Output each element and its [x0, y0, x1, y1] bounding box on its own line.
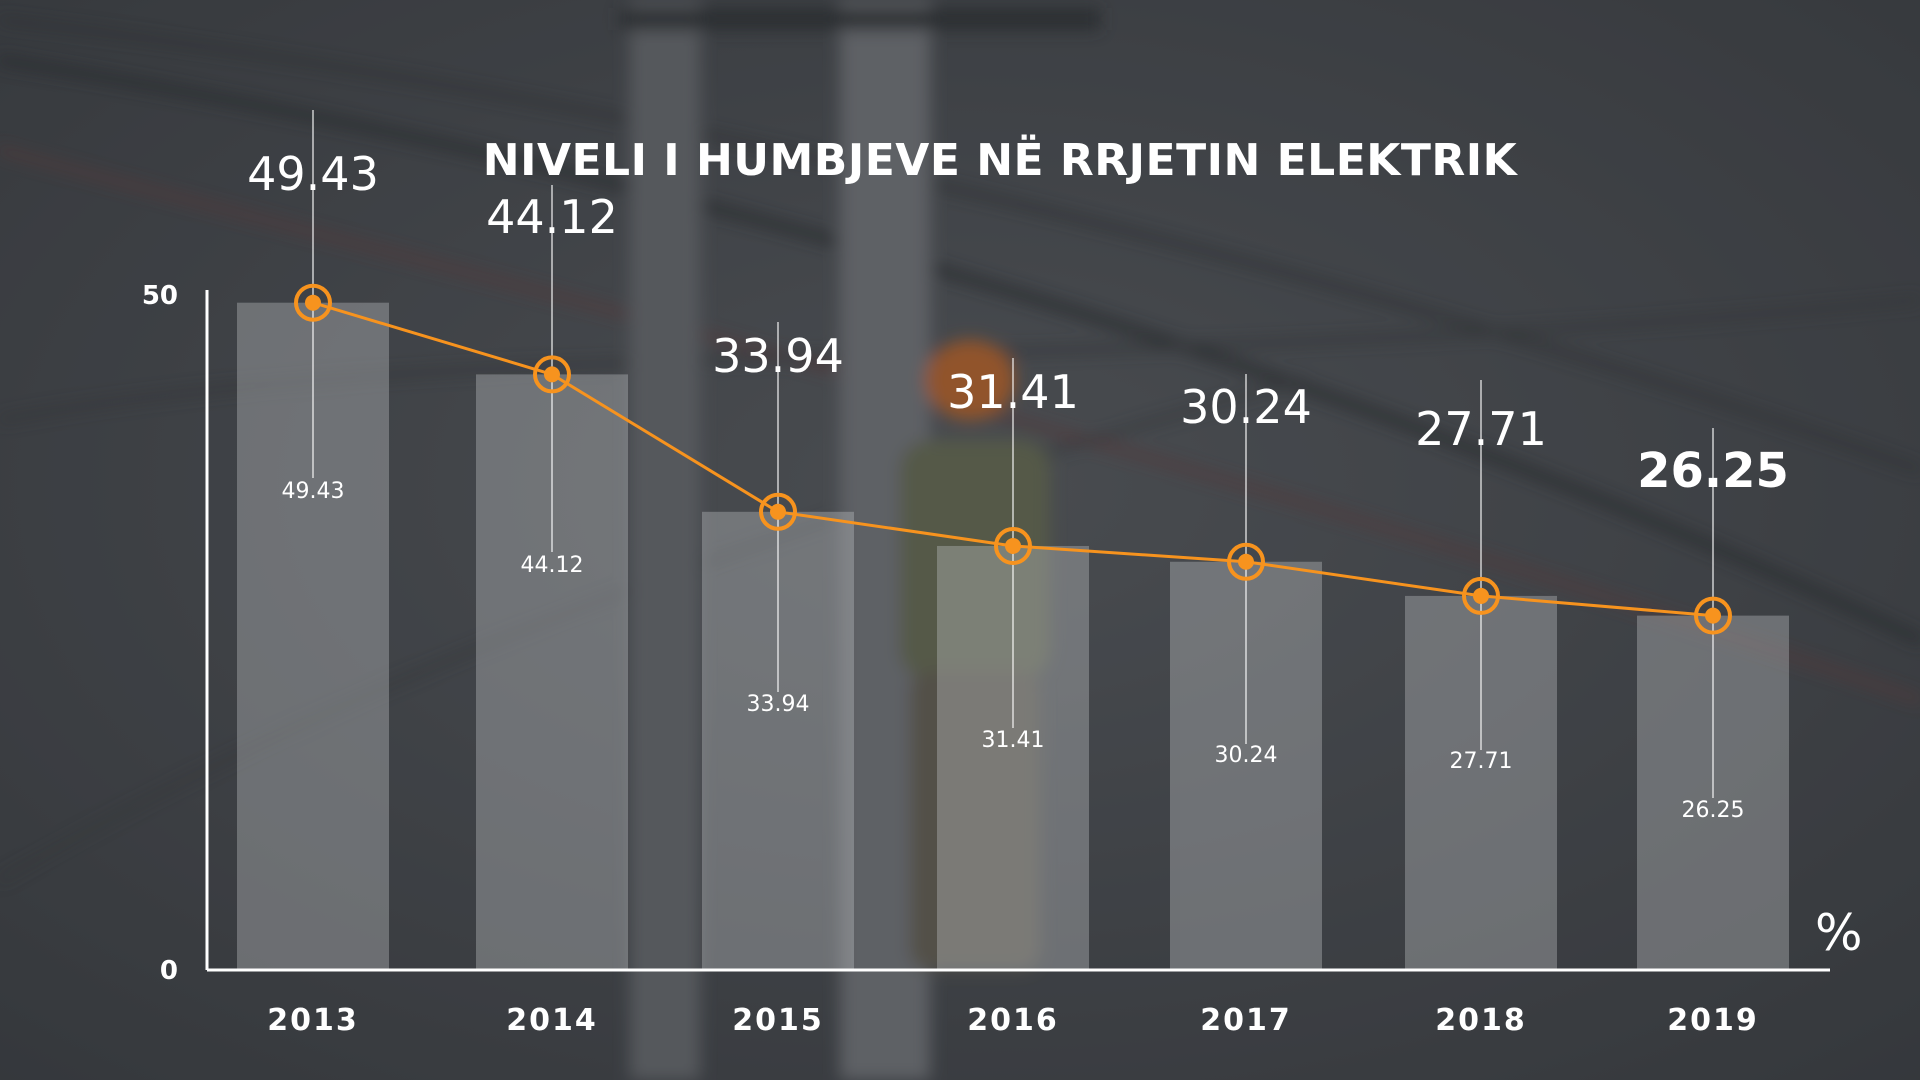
bar-value-label-2013: 49.43	[282, 479, 345, 504]
top-value-label-2017: 30.24	[1180, 380, 1312, 434]
leader-lines-layer	[312, 110, 1714, 798]
y-tick-50: 50	[142, 281, 178, 311]
marker-ring-2018	[1462, 576, 1500, 615]
marker-dot-2018	[1473, 587, 1489, 604]
marker-ring-2014	[533, 355, 571, 394]
marker-ring-2016	[994, 526, 1032, 565]
top-value-label-2016: 31.41	[947, 365, 1079, 419]
top-value-labels: 49.43 44.12 33.94 31.41 30.24 27.71 26.25	[247, 147, 1789, 499]
x-tick-labels: 2013 2014 2015 2016 2017 2018 2019	[267, 1003, 1759, 1038]
bars-layer	[237, 302, 1789, 970]
marker-dot-2013	[305, 294, 321, 311]
top-value-label-2014: 44.12	[486, 190, 618, 244]
x-tick-2017: 2017	[1200, 1003, 1292, 1038]
top-value-label-2018: 27.71	[1415, 402, 1547, 456]
marker-dot-2016	[1005, 537, 1021, 554]
marker-ring-2019	[1694, 596, 1732, 635]
chart-title: NIVELI I HUMBJEVE NË RRJETIN ELEKTRIK	[483, 133, 1519, 186]
x-tick-2014: 2014	[506, 1003, 598, 1038]
top-value-label-2013: 49.43	[247, 147, 379, 201]
x-tick-2019: 2019	[1667, 1003, 1759, 1038]
x-tick-2013: 2013	[267, 1003, 359, 1038]
marker-ring-2015	[759, 492, 797, 531]
y-tick-0: 0	[160, 956, 178, 986]
top-value-label-2015: 33.94	[712, 329, 844, 383]
bar-value-label-2019: 26.25	[1682, 798, 1745, 823]
bar-value-label-2017: 30.24	[1215, 743, 1278, 768]
bar-value-label-2015: 33.94	[747, 692, 810, 717]
x-tick-2015: 2015	[732, 1003, 824, 1038]
top-value-label-2019: 26.25	[1637, 443, 1789, 499]
marker-dot-2019	[1705, 607, 1721, 624]
marker-dot-2014	[544, 366, 560, 383]
markers-layer	[294, 283, 1732, 635]
marker-ring-2017	[1227, 542, 1265, 581]
marker-dot-2017	[1238, 553, 1254, 570]
x-tick-2018: 2018	[1435, 1003, 1527, 1038]
bar-value-label-2018: 27.71	[1450, 749, 1513, 774]
bar-value-label-2016: 31.41	[982, 728, 1045, 753]
x-tick-2016: 2016	[967, 1003, 1059, 1038]
marker-dot-2015	[770, 503, 786, 520]
marker-ring-2013	[294, 283, 332, 322]
y-tick-labels: 0 50	[142, 281, 178, 986]
bar-value-label-2014: 44.12	[521, 553, 584, 578]
unit-label: %	[1815, 904, 1863, 962]
bar-value-labels: 49.43 44.12 33.94 31.41 30.24 27.71 26.25	[282, 479, 1745, 823]
